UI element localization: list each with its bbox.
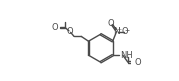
Text: −: − [124,27,129,32]
Text: O: O [67,27,73,36]
Text: NH: NH [120,51,133,60]
Text: O: O [121,27,128,36]
Text: O: O [108,19,115,28]
Text: +: + [116,27,121,32]
Text: O: O [52,23,59,32]
Text: O: O [134,58,141,67]
Text: N: N [113,27,120,36]
